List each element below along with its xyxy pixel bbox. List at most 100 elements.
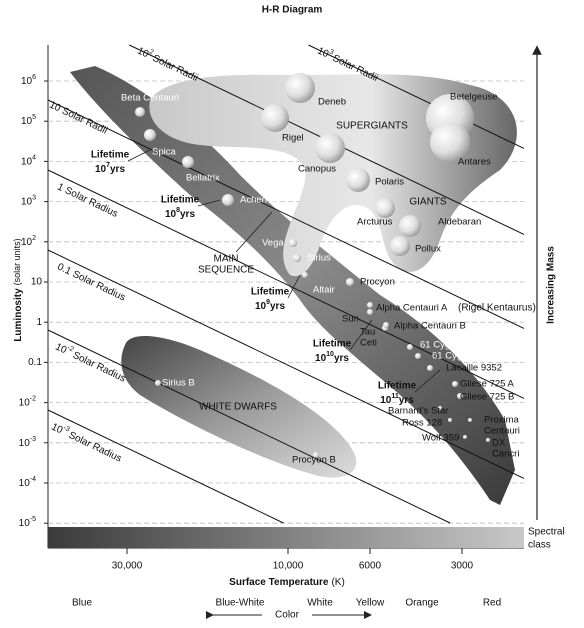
lifetime-value: 1010yrs: [315, 351, 349, 364]
color-name: Orange: [405, 598, 439, 609]
region-label: GIANTS: [409, 197, 447, 208]
star-label: Polaris: [375, 177, 404, 188]
radius-line: [47, 99, 525, 329]
exponent: 10: [326, 351, 334, 358]
star: [375, 198, 395, 218]
spectral-label-1: Spectral: [528, 527, 565, 538]
y-tick-label: 1: [36, 317, 42, 328]
star-label: Cancri: [492, 449, 519, 460]
star: [448, 418, 452, 422]
base: 10: [50, 421, 65, 436]
base: 10: [95, 164, 107, 175]
y-tick-label: 10-2: [19, 395, 36, 408]
region-label: MAIN: [214, 254, 239, 265]
y-tick-label: 10: [31, 277, 43, 288]
spectral-bar: [48, 527, 524, 548]
star-label: Altair: [313, 285, 335, 296]
star-label: Ross 128: [402, 418, 442, 429]
exponent: 11: [391, 393, 399, 400]
lifetime-value: 107yrs: [95, 162, 125, 175]
lifetime-value: 108yrs: [165, 207, 195, 220]
star-label: Rigel: [282, 133, 304, 144]
y-tick-label: 102: [21, 235, 36, 248]
base: 10: [19, 478, 31, 489]
star-label: DX: [492, 438, 506, 449]
color-label: Color: [275, 610, 300, 621]
star-label: Gliese 725 B: [460, 392, 514, 403]
color-name: White: [307, 598, 333, 609]
color-name: Red: [483, 598, 501, 609]
star: [457, 393, 463, 399]
star: [367, 302, 373, 308]
star: [135, 107, 145, 117]
x-tick-label: 3000: [451, 561, 474, 572]
star: [399, 215, 421, 237]
star-label: Barnard's Star: [388, 406, 448, 417]
star: [315, 133, 345, 163]
exponent: -2: [66, 344, 75, 353]
star-label: Betelgeuse: [450, 92, 498, 103]
radius-line: [47, 329, 451, 524]
radius-label: 10-2Solar Radius: [54, 340, 129, 385]
title: H-R Diagram: [262, 5, 323, 16]
star: [289, 239, 297, 247]
star: [302, 272, 308, 278]
y-tick-label: 10-3: [19, 436, 36, 449]
base: 10: [54, 341, 69, 356]
base: 10: [21, 236, 33, 247]
y-tick-label: 103: [21, 194, 36, 207]
star-label: 61 Cygni B: [432, 351, 478, 362]
star-label: Tau: [360, 327, 375, 338]
star-note: (Rigel Kentaurus): [458, 303, 536, 314]
base: 10: [48, 99, 63, 114]
lifetime-label: Lifetime: [91, 150, 130, 161]
unit: Solar Radius: [63, 185, 119, 220]
star: [407, 344, 413, 350]
star-label: Spica: [152, 147, 176, 158]
base: 10: [165, 209, 177, 220]
unit: yrs: [180, 209, 195, 220]
star-label: Procyon B: [292, 455, 336, 466]
exponent: -5: [30, 516, 36, 523]
x-axis-title: Surface Temperature: [229, 577, 329, 588]
base: 10: [21, 196, 33, 207]
radius-label: 1Solar Radius: [56, 181, 120, 219]
star: [438, 406, 442, 410]
color-name: Blue-White: [216, 598, 265, 609]
unit: Solar Radii: [151, 53, 200, 84]
radius-line: [47, 169, 525, 399]
y-tick-label: 10-5: [19, 516, 36, 529]
base: 10: [380, 395, 392, 406]
base: 10: [19, 518, 31, 529]
lifetime-label: Lifetime: [313, 339, 352, 350]
star: [427, 365, 433, 371]
exponent: -3: [62, 424, 71, 433]
unit: yrs: [110, 164, 125, 175]
exponent: 2: [148, 48, 155, 56]
base: 10: [19, 397, 31, 408]
y-axis-unit: (solar units): [12, 238, 22, 285]
star-label: Wolf 359: [422, 433, 459, 444]
star-label: Beta Centauri: [121, 93, 179, 104]
star-label: Antares: [458, 157, 491, 168]
y-tick-label: 105: [21, 114, 36, 127]
exponent: 9: [266, 299, 270, 306]
radius-label: 10-3Solar Radius: [50, 420, 125, 465]
star: [468, 418, 472, 422]
star: [463, 435, 467, 439]
exponent: 3: [32, 194, 36, 201]
exponent: 8: [176, 207, 180, 214]
y-axis-title: Luminosity: [13, 288, 24, 342]
exponent: 3: [328, 48, 335, 56]
base: 10: [255, 301, 267, 312]
base: 10: [21, 116, 33, 127]
star-label: Aldebaran: [438, 217, 481, 228]
base: 1: [56, 181, 66, 194]
radius-label: 102Solar Radii: [136, 44, 201, 84]
star-label: Achernar: [240, 195, 279, 206]
exponent: 4: [32, 154, 36, 161]
base: 0.1: [56, 261, 74, 277]
star-label: Procyon: [360, 277, 395, 288]
exponent: -4: [30, 476, 36, 483]
exponent: 2: [32, 235, 36, 242]
